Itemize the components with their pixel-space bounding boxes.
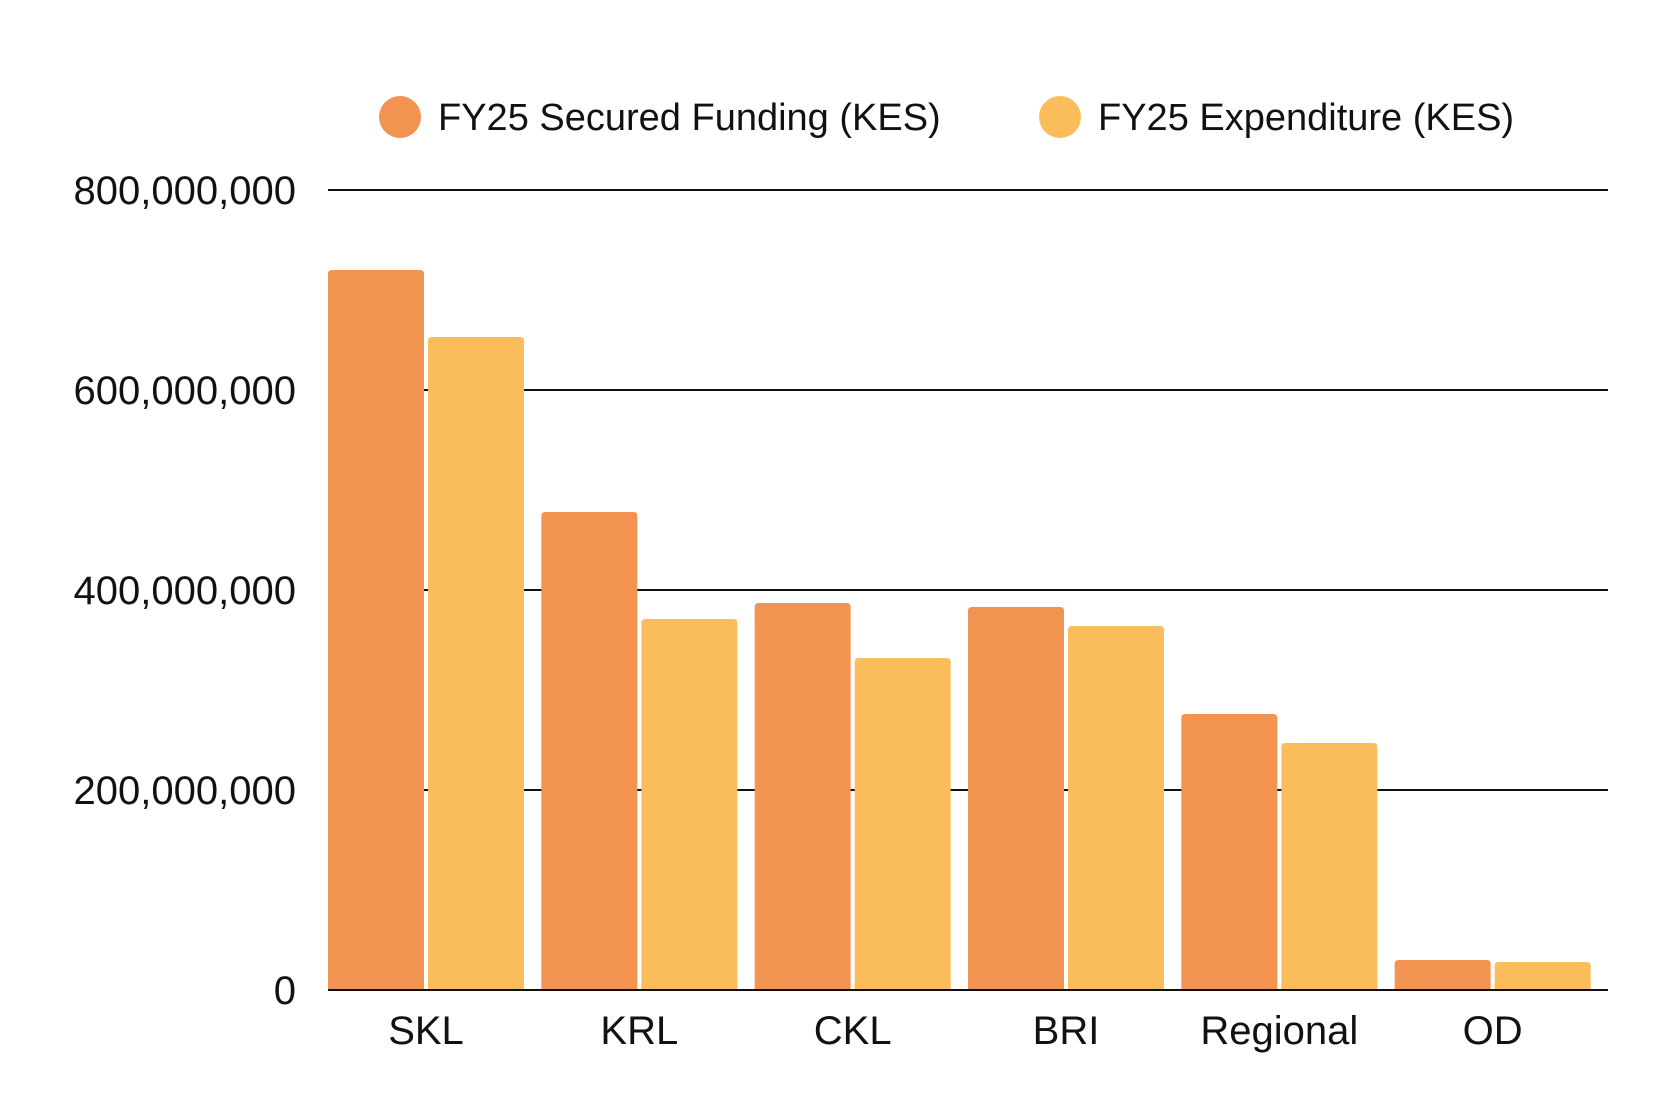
y-axis-ticks: 0 200,000,000 400,000,000 600,000,000 800,00… (74, 169, 296, 1013)
bar-bri-series-1 (968, 607, 1064, 990)
bars (328, 270, 1591, 990)
bar-od-series-2 (1494, 962, 1591, 990)
x-axis-categories: SKL KRL CKL BRI Regional OD (388, 1009, 1522, 1053)
bar-skl-series-2 (428, 337, 524, 990)
y-tick-label: 800,000,000 (74, 169, 296, 213)
bar-krl-series-2 (641, 619, 738, 990)
legend-swatch-series-1 (379, 96, 421, 138)
x-category-label: KRL (600, 1009, 678, 1053)
legend-swatch-series-2 (1039, 96, 1081, 138)
x-category-label: BRI (1033, 1009, 1100, 1053)
x-category-label: CKL (814, 1009, 892, 1053)
bar-krl-series-1 (541, 512, 638, 990)
legend-label-series-2: FY25 Expenditure (KES) (1098, 97, 1514, 139)
y-tick-label: 600,000,000 (74, 369, 296, 413)
bar-regional-series-1 (1181, 714, 1278, 990)
bar-skl-series-1 (328, 270, 424, 990)
bar-ckl-series-2 (854, 658, 951, 990)
legend: FY25 Secured Funding (KES) FY25 Expenditu… (379, 96, 1514, 139)
x-category-label: OD (1463, 1009, 1523, 1053)
y-tick-label: 0 (274, 969, 296, 1013)
x-category-label: Regional (1200, 1009, 1358, 1053)
legend-label-series-1: FY25 Secured Funding (KES) (438, 97, 941, 139)
bar-ckl-series-1 (754, 603, 851, 990)
y-tick-label: 400,000,000 (74, 569, 296, 613)
bar-bri-series-2 (1068, 626, 1164, 990)
x-category-label: SKL (388, 1009, 464, 1053)
bar-od-series-1 (1394, 960, 1491, 990)
bar-regional-series-2 (1281, 743, 1378, 990)
y-tick-label: 200,000,000 (74, 769, 296, 813)
